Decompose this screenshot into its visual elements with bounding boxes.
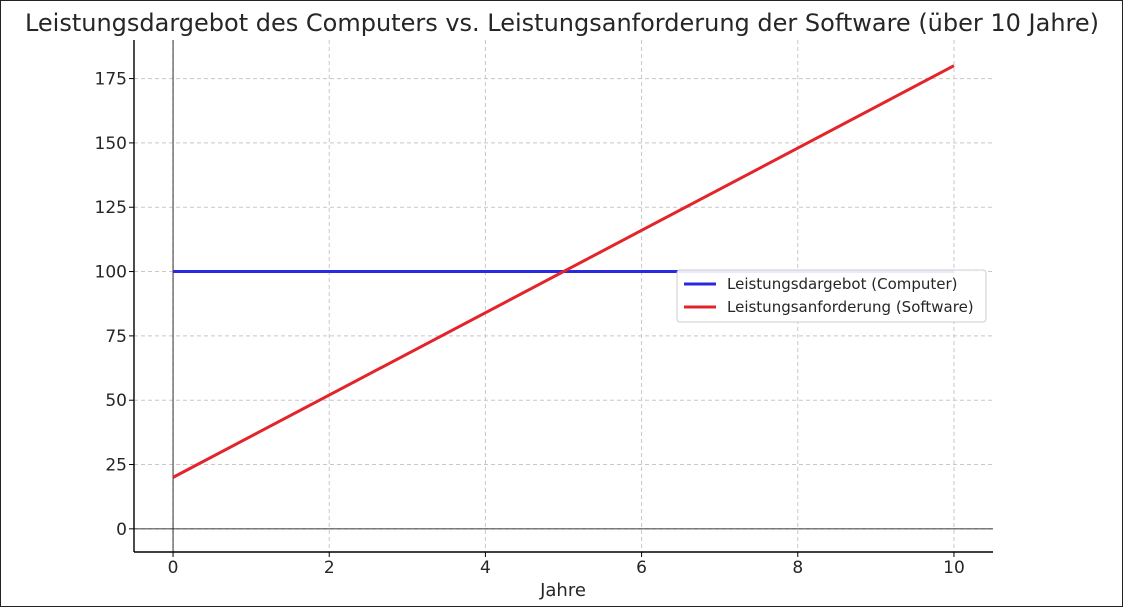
chart-title: Leistungsdargebot des Computers vs. Leis…	[25, 9, 1099, 37]
y-tick-label: 25	[105, 456, 127, 476]
x-tick-label: 8	[792, 558, 803, 578]
legend: Leistungsdargebot (Computer) Leistungsan…	[676, 269, 987, 323]
x-tick-label: 10	[943, 558, 965, 578]
zero-reference-lines	[134, 40, 993, 552]
legend-label-software: Leistungsanforderung (Software)	[727, 298, 974, 316]
legend-box	[676, 269, 987, 323]
y-tick-label: 100	[95, 263, 127, 283]
y-tick-label: 175	[95, 70, 127, 90]
x-tick-label: 6	[636, 558, 647, 578]
legend-label-computer: Leistungsdargebot (Computer)	[727, 275, 958, 293]
y-tick-label: 150	[95, 134, 127, 154]
x-tick-label: 4	[480, 558, 491, 578]
series-line-1	[172, 64, 955, 479]
y-tick-label: 75	[105, 327, 127, 347]
axes	[133, 40, 993, 553]
x-axis-ticks: 0 2 4 6 8 10	[168, 552, 965, 578]
y-tick-label: 125	[95, 198, 127, 218]
x-tick-label: 2	[324, 558, 335, 578]
y-axis-ticks: 0 25 50 75 100 125 150 175	[95, 70, 134, 540]
y-tick-label: 0	[116, 520, 127, 540]
y-tick-label: 50	[105, 391, 127, 411]
x-axis-label: Jahre	[539, 580, 586, 601]
x-tick-label: 0	[168, 558, 179, 578]
